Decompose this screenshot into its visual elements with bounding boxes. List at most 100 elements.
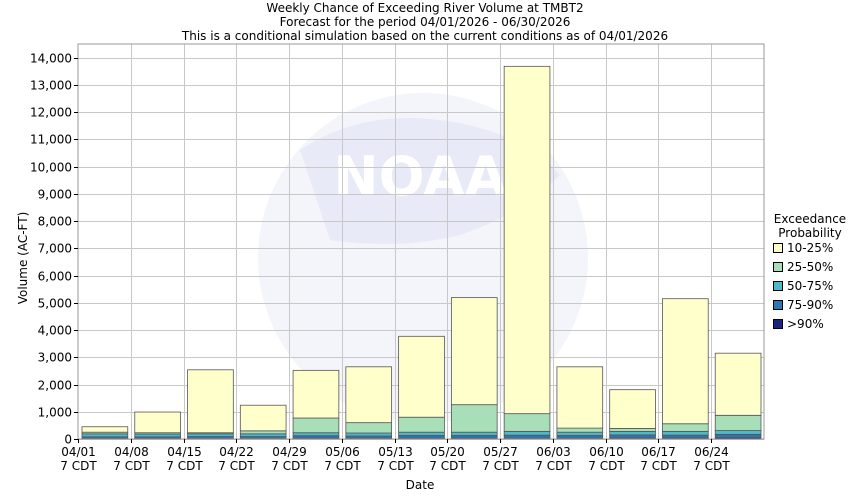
y-tick-label: 7,000 (38, 242, 72, 256)
bar-segment (134, 433, 181, 438)
chart-title: Weekly Chance of Exceeding River Volume … (266, 1, 584, 15)
bar-segment (662, 423, 709, 432)
bar-segment (398, 431, 445, 436)
legend-label: 10-25% (787, 241, 834, 255)
bar-segment (292, 417, 340, 434)
bar-segment (239, 433, 287, 437)
bar-segment (609, 430, 656, 436)
chart-subtitle-simulation-note: This is a conditional simulation based o… (181, 29, 669, 43)
bar-segment (503, 65, 551, 415)
legend-item: 10-25% (773, 241, 833, 255)
x-tick-label: 06/03 (536, 445, 571, 459)
legend-label: 75-90% (787, 298, 834, 312)
legend-swatch (773, 299, 783, 310)
plot-frame (77, 43, 765, 440)
bar-segment (503, 413, 551, 432)
x-tick-label: 04/29 (272, 445, 307, 459)
bar-segment (662, 434, 709, 439)
y-tick-label: 2,000 (38, 379, 72, 393)
y-tick-label: 13,000 (30, 79, 72, 93)
legend-title-line-1: Exceedance (773, 212, 847, 226)
y-tick-label: 0 (64, 433, 72, 447)
legend-swatch (773, 318, 783, 329)
x-tick-label: 06/10 (589, 445, 624, 459)
y-tick-label: 1,000 (38, 406, 72, 420)
bar-segment (714, 433, 762, 439)
bar-segment (239, 404, 287, 432)
x-tick-label: 7 CDT (693, 459, 730, 473)
x-tick-label: 05/06 (325, 445, 360, 459)
bar-segment (714, 430, 762, 435)
y-tick-label: 5,000 (38, 297, 72, 311)
legend-swatch (773, 280, 783, 291)
y-tick-label: 11,000 (30, 133, 72, 147)
bar-segment (450, 431, 498, 436)
y-tick-label: 12,000 (30, 106, 72, 120)
bar-segment (398, 435, 445, 439)
bar-segment (662, 430, 709, 436)
legend-item: 25-50% (773, 260, 833, 274)
legend-swatch (773, 242, 783, 253)
bar-segment (187, 433, 234, 437)
y-tick-label: 8,000 (38, 215, 72, 229)
x-tick-label: 7 CDT (377, 459, 414, 473)
bar-segment (134, 411, 181, 434)
bar-segment (714, 414, 762, 431)
svg-text:NOAA: NOAA (333, 145, 506, 208)
y-tick-label: 14,000 (30, 52, 72, 66)
bar-segment (81, 433, 129, 438)
x-tick-label: 05/27 (483, 445, 518, 459)
bar-segment (556, 431, 604, 436)
bar-segment (609, 434, 656, 439)
bar-segment (398, 335, 445, 418)
bar-segment (345, 422, 393, 434)
legend-label: >90% (787, 317, 824, 331)
legend-label: 25-50% (787, 260, 834, 274)
legend-item: 50-75% (773, 279, 833, 293)
x-tick-label: 7 CDT (60, 459, 97, 473)
chart-subtitle-forecast-period: Forecast for the period 04/01/2026 - 06/… (279, 15, 571, 29)
bar-segment (292, 432, 340, 437)
y-tick-label: 9,000 (38, 188, 72, 202)
bar-segment (714, 352, 762, 416)
x-tick-label: 05/13 (378, 445, 413, 459)
bar-segment (292, 369, 340, 419)
x-tick-label: 7 CDT (640, 459, 677, 473)
legend-item: 75-90% (773, 298, 833, 312)
legend-label: 50-75% (787, 279, 834, 293)
x-tick-label: 05/20 (430, 445, 465, 459)
bar-segment (187, 369, 234, 434)
y-tick-label: 3,000 (38, 351, 72, 365)
bar-segment (450, 435, 498, 439)
x-axis-title: Date (405, 478, 435, 492)
legend-item: >90% (773, 317, 824, 331)
x-tick-label: 7 CDT (271, 459, 308, 473)
x-tick-label: 04/01 (61, 445, 96, 459)
bar-segment (503, 430, 551, 436)
bar-segment (556, 435, 604, 439)
y-axis-title: Volume (AC-FT) (16, 211, 30, 305)
x-tick-label: 7 CDT (482, 459, 519, 473)
bar-segment (609, 427, 656, 432)
x-tick-label: 04/22 (219, 445, 254, 459)
x-tick-label: 7 CDT (535, 459, 572, 473)
legend-title-line-2: Probability (778, 226, 842, 240)
x-tick-label: 7 CDT (113, 459, 150, 473)
bar-segment (450, 297, 498, 406)
x-tick-label: 06/17 (641, 445, 676, 459)
bar-segment (556, 366, 604, 429)
x-tick-label: 04/15 (167, 445, 202, 459)
bar-segment (81, 426, 129, 433)
x-tick-label: 7 CDT (429, 459, 466, 473)
legend-swatch (773, 261, 783, 272)
y-tick-label: 10,000 (30, 161, 72, 175)
y-tick-label: 4,000 (38, 324, 72, 338)
bar-segment (609, 389, 656, 429)
bar-segment (503, 434, 551, 439)
x-tick-label: 04/08 (114, 445, 149, 459)
bar-segment (398, 416, 445, 433)
x-tick-label: 06/24 (694, 445, 729, 459)
y-tick-label: 6,000 (38, 270, 72, 284)
x-tick-label: 7 CDT (166, 459, 203, 473)
